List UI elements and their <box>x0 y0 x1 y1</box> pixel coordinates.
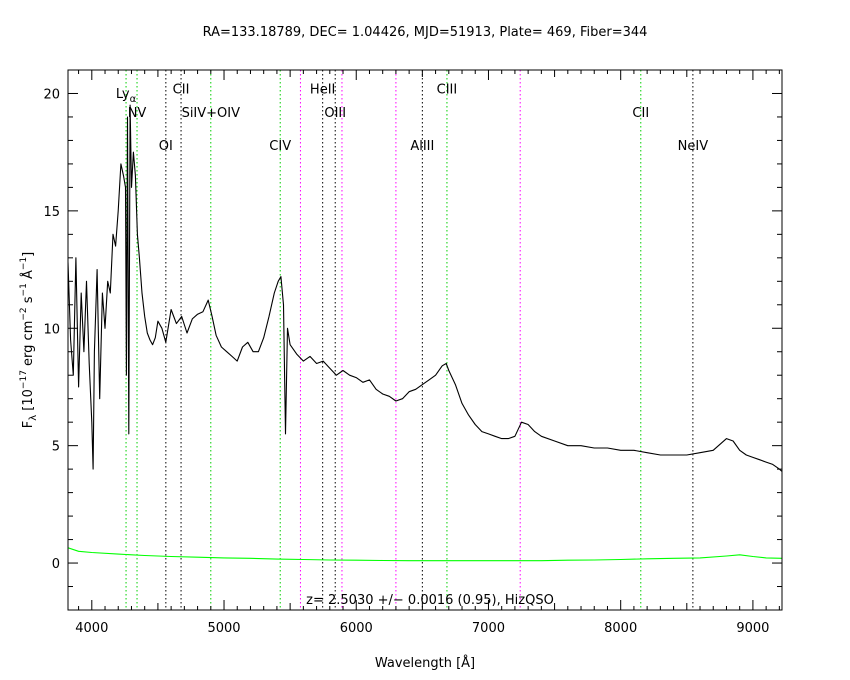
line-marker-label-8: OIII <box>324 106 346 121</box>
line-marker-label-14: CII <box>632 106 649 121</box>
y-label-exp1: −17 <box>19 370 29 389</box>
y-label-ang: Å <box>20 270 36 279</box>
x-axis-label: Wavelength [Å] <box>375 655 475 671</box>
chart-title: RA=133.18789, DEC= 1.04426, MJD=51913, P… <box>203 25 648 40</box>
line-marker-label-3: CII <box>173 82 190 97</box>
svg-text:Fλ [10−17 erg cm−2 s−1 Å−1]: Fλ [10−17 erg cm−2 s−1 Å−1] <box>19 252 39 429</box>
x-tick-label: 7000 <box>472 621 505 636</box>
y-label-f: F <box>21 421 36 428</box>
y-axis-ticks: 0 5 10 15 20 <box>43 69 782 611</box>
series-line-1 <box>68 547 782 562</box>
line-marker-label-5: CIV <box>269 139 291 154</box>
series-group <box>68 104 782 562</box>
x-tick-label: 4000 <box>75 621 108 636</box>
y-tick-label: 10 <box>43 322 60 337</box>
line-marker-labels: LyαNVOICIISiIV+OIVCIVHeIIOIIIAlIIICIIICI… <box>116 82 708 153</box>
line-marker-label-12: CIII <box>437 82 458 97</box>
y-label-open: [10 <box>21 389 36 411</box>
x-tick-label: 9000 <box>736 621 769 636</box>
y-tick-label: 5 <box>52 440 60 455</box>
x-tick-label: 8000 <box>604 621 637 636</box>
line-marker-label-7: HeII <box>310 82 335 97</box>
plot-area: LyαNVOICIISiIV+OIVCIVHeIIOIIIAlIIICIIICI… <box>68 70 782 610</box>
y-tick-label: 15 <box>43 205 60 220</box>
x-tick-label: 5000 <box>207 621 240 636</box>
line-marker-label-4: SiIV+OIV <box>182 106 241 121</box>
y-label-close: ] <box>21 252 36 257</box>
y-label-exp4: −1 <box>19 257 29 270</box>
y-label-lambda: λ <box>28 415 39 421</box>
y-axis-label: Fλ [10−17 erg cm−2 s−1 Å−1] <box>19 252 39 429</box>
y-label-erg: erg cm <box>21 321 36 366</box>
line-marker-label-11: AlIII <box>410 139 434 154</box>
line-marker-label-2: OI <box>159 139 173 154</box>
y-label-exp2: −2 <box>19 307 29 320</box>
x-tick-label: 6000 <box>340 621 373 636</box>
y-tick-label: 20 <box>43 87 60 102</box>
line-marker-label-15: NeIV <box>678 139 709 154</box>
redshift-annotation: z= 2.5030 +/− 0.0016 (0.95), HizQSO <box>306 593 554 608</box>
x-axis-ticks: 4000 5000 6000 7000 8000 9000 <box>75 70 780 636</box>
y-tick-label: 0 <box>52 557 60 572</box>
line-marker-label-1: NV <box>128 106 147 121</box>
plot-frame <box>67 69 783 611</box>
y-label-exp3: −1 <box>19 283 29 296</box>
y-label-s: s <box>21 296 36 303</box>
series-line-0 <box>68 104 782 472</box>
